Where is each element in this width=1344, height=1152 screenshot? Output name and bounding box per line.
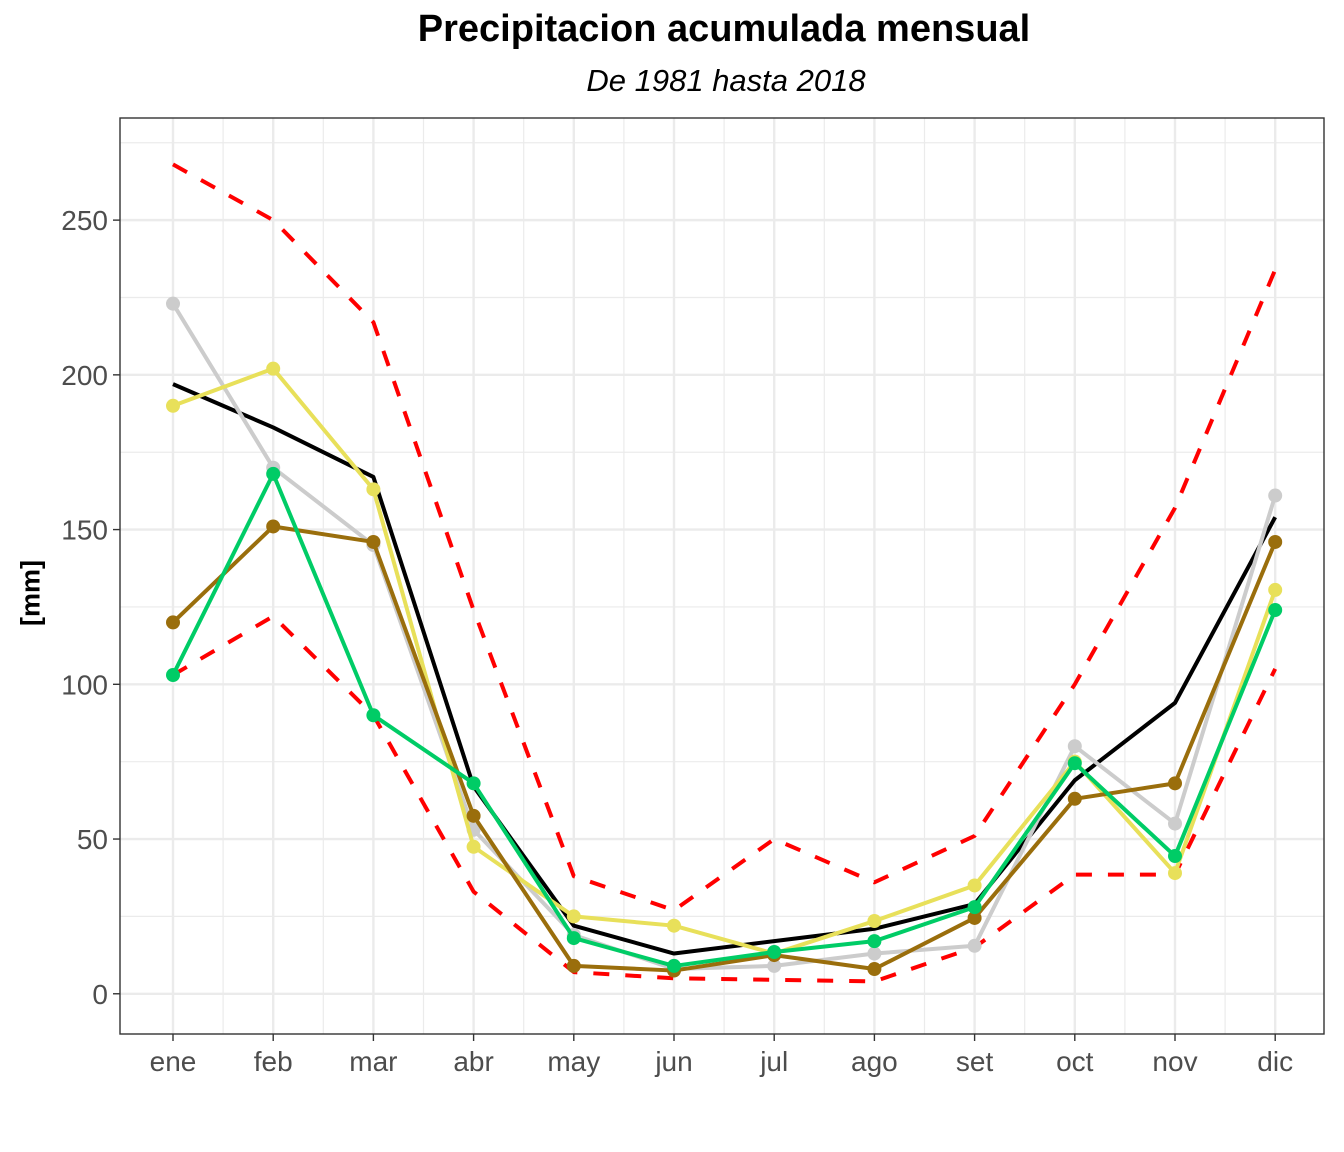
series-5-point (466, 839, 481, 854)
series-6-point (967, 910, 982, 925)
series-6-point (1168, 776, 1182, 791)
series-4-point (867, 946, 882, 961)
series-5-point (967, 878, 982, 893)
series-5-point (1268, 582, 1283, 597)
x-tick-label: feb (254, 1046, 293, 1077)
x-tick-label: oct (1056, 1046, 1094, 1077)
series-5-point (166, 398, 180, 413)
series-4-point (1268, 488, 1283, 503)
x-tick-label: set (956, 1046, 994, 1077)
series-7-point (967, 900, 982, 915)
y-tick-label: 50 (77, 824, 108, 855)
series-5-point (867, 914, 882, 929)
x-tick-label: mar (349, 1046, 397, 1077)
series-6-point (466, 808, 481, 823)
y-tick-label: 250 (61, 205, 108, 236)
series-6-point (1268, 534, 1283, 549)
series-line-4 (171, 302, 1278, 972)
series-line-6 (171, 524, 1278, 973)
series-6-point (1067, 791, 1082, 806)
series-4-point (1067, 739, 1082, 754)
chart-title: Precipitacion acumulada mensual (417, 8, 1031, 50)
panel-background (120, 118, 1324, 1034)
series-4-point (967, 938, 982, 953)
panel-border (119, 117, 1325, 1035)
series-7-point (767, 944, 782, 959)
series-line-2 (171, 614, 1277, 984)
series-6-point (566, 958, 581, 973)
series-5-point (266, 361, 281, 376)
x-tick-label: may (547, 1046, 600, 1077)
x-tick-label: nov (1152, 1046, 1197, 1077)
series-7-point (266, 466, 281, 481)
series-7-point (1168, 849, 1182, 864)
series-5-point (667, 918, 681, 933)
series-7-point (867, 934, 882, 949)
series-4-point (1168, 816, 1182, 831)
series-7-point (566, 931, 581, 946)
y-tick-label: 200 (61, 360, 108, 391)
y-tick-label: 150 (61, 515, 108, 546)
series-5-point (1168, 866, 1182, 881)
series-4-point (166, 296, 180, 311)
series-7-point (1067, 756, 1082, 771)
x-tick-label: ago (851, 1046, 898, 1077)
series-6-point (366, 534, 381, 549)
series-6-point (166, 615, 180, 630)
x-tick-label: abr (453, 1046, 493, 1077)
series-6-point (266, 519, 281, 534)
x-tick-label: jun (654, 1046, 692, 1077)
series-5-point (566, 909, 581, 924)
series-line-7 (171, 471, 1278, 968)
x-tick-label: jul (759, 1046, 788, 1077)
series-5-point (366, 482, 381, 497)
y-tick-label: 100 (61, 669, 108, 700)
x-tick-label: dic (1257, 1046, 1293, 1077)
y-tick-label: 0 (92, 979, 108, 1010)
series-7-point (1268, 603, 1283, 618)
series-line-1 (172, 162, 1278, 913)
series-6-point (867, 962, 882, 977)
chart-subtitle: De 1981 hasta 2018 (586, 63, 866, 98)
x-tick-label: ene (150, 1046, 197, 1077)
series-4-point (767, 958, 782, 973)
series-7-point (667, 958, 681, 973)
series-7-point (366, 708, 381, 723)
series-7-point (466, 776, 481, 791)
series-7-point (166, 668, 180, 683)
